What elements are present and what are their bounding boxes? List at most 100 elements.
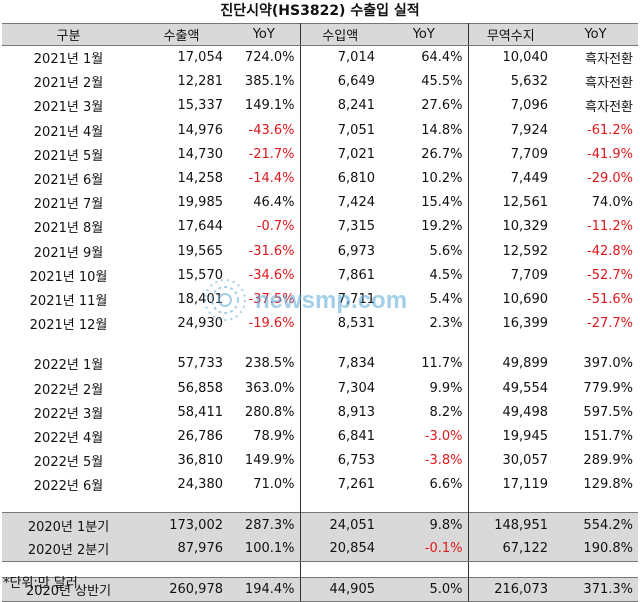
exports-cell: 173,002 xyxy=(135,512,228,538)
quarter-row: 2020년 1분기 173,002 287.3% 24,051 9.8% 148,951 5… xyxy=(2,512,638,538)
imports-yoy-cell: 4.5% xyxy=(380,263,469,288)
header-imports: 수입액 xyxy=(300,23,380,46)
balance-cell: 10,329 xyxy=(502,219,549,235)
balance-yoy-cell: -29.0% xyxy=(587,171,633,187)
balance-cell: 148,951 xyxy=(468,512,553,538)
table-title: 진단시약(HS3822) 수출입 실적 xyxy=(220,3,420,19)
period-cell: 2021년 1월 xyxy=(33,52,104,68)
exports-cell: 58,411 xyxy=(177,404,224,420)
header-row: 구분 수출액 YoY 수입액 YoY 무역수지 YoY xyxy=(2,23,638,46)
balance-yoy-cell: -52.7% xyxy=(587,267,633,283)
imports-cell: 7,304 xyxy=(337,380,375,396)
table-row: 2021년 6월 14,258 -14.4% 6,810 10.2% 7,449 -29.0… xyxy=(2,166,638,191)
table-row: 2021년 11월 18,401 -37.5% 7,711 5.4% 10,690 -51.… xyxy=(2,287,638,312)
exports-yoy-cell: -21.7% xyxy=(228,142,301,167)
imports-cell: 8,531 xyxy=(337,316,375,332)
exports-cell: 26,786 xyxy=(177,428,224,444)
balance-cell: 7,924 xyxy=(510,122,548,138)
exports-yoy-cell: 71.0% xyxy=(228,472,301,497)
imports-cell: 24,051 xyxy=(300,512,380,538)
balance-yoy-cell: 흑자전환 xyxy=(585,100,633,116)
exports-cell: 15,337 xyxy=(177,98,224,114)
balance-yoy-cell: -51.6% xyxy=(587,291,633,307)
period-cell: 2021년 9월 xyxy=(33,245,104,261)
balance-yoy-cell: -27.7% xyxy=(587,316,633,332)
balance-cell: 7,709 xyxy=(510,146,548,162)
imports-yoy-cell: -3.0% xyxy=(380,424,469,449)
exports-cell: 57,733 xyxy=(177,356,224,372)
exports-cell: 17,054 xyxy=(177,50,224,66)
imports-yoy-cell: 11.7% xyxy=(380,351,469,376)
exports-cell: 87,976 xyxy=(135,537,228,562)
imports-cell: 7,315 xyxy=(337,219,375,235)
balance-cell: 216,073 xyxy=(468,576,553,602)
balance-cell: 7,709 xyxy=(510,267,548,283)
balance-yoy-cell: 흑자전환 xyxy=(585,76,633,92)
imports-cell: 6,810 xyxy=(337,171,375,187)
imports-yoy-cell: 26.7% xyxy=(380,142,469,167)
exports-cell: 14,730 xyxy=(177,146,224,162)
header-balance: 무역수지 xyxy=(468,23,553,46)
table-row: 2022년 5월 36,810 149.9% 6,753 -3.8% 30,057 289.… xyxy=(2,448,638,473)
imports-yoy-cell: 19.2% xyxy=(380,214,469,239)
balance-cell: 7,449 xyxy=(510,171,548,187)
table-row: 2021년 12월 24,930 -19.6% 8,531 2.3% 16,399 -27.… xyxy=(2,311,638,336)
balance-yoy-cell: 289.9% xyxy=(583,453,633,469)
imports-cell: 7,711 xyxy=(337,291,375,307)
exports-yoy-cell: 78.9% xyxy=(228,424,301,449)
table-row: 2022년 2월 56,858 363.0% 7,304 9.9% 49,554 779.9… xyxy=(2,375,638,401)
period-cell: 2021년 8월 xyxy=(33,221,104,237)
exports-yoy-cell: -31.6% xyxy=(228,239,301,264)
table-row: 2021년 5월 14,730 -21.7% 7,021 26.7% 7,709 -41.9… xyxy=(2,142,638,167)
imports-cell: 8,241 xyxy=(337,98,375,114)
imports-cell: 6,841 xyxy=(337,428,375,444)
balance-yoy-cell: 371.3% xyxy=(553,576,638,602)
exports-yoy-cell: 385.1% xyxy=(228,69,301,94)
table-row: 2021년 4월 14,976 -43.6% 7,051 14.8% 7,924 -61.2… xyxy=(2,118,638,143)
period-cell: 2022년 5월 xyxy=(33,455,104,471)
table-row: 2022년 3월 58,411 280.8% 8,913 8.2% 49,498 597.5… xyxy=(2,400,638,425)
exports-cell: 56,858 xyxy=(177,380,224,396)
balance-cell: 5,632 xyxy=(510,74,548,90)
balance-cell: 12,592 xyxy=(502,243,549,259)
imports-yoy-cell: 10.2% xyxy=(380,166,469,191)
exports-yoy-cell: -34.6% xyxy=(228,263,301,288)
imports-cell: 7,051 xyxy=(337,122,375,138)
period-cell: 2021년 5월 xyxy=(33,148,104,164)
imports-yoy-cell: 64.4% xyxy=(380,45,469,70)
spacer-row xyxy=(2,496,638,513)
period-cell: 2022년 4월 xyxy=(33,430,104,446)
period-cell: 2022년 1월 xyxy=(33,358,104,374)
balance-cell: 67,122 xyxy=(468,537,553,562)
period-cell: 2021년 10월 xyxy=(29,269,108,285)
imports-yoy-cell: 5.6% xyxy=(380,239,469,264)
balance-yoy-cell: 151.7% xyxy=(583,428,633,444)
period-cell: 2021년 7월 xyxy=(33,197,104,213)
table-row: 2021년 10월 15,570 -34.6% 7,861 4.5% 7,709 -52.7… xyxy=(2,263,638,288)
exports-cell: 18,401 xyxy=(177,291,224,307)
imports-yoy-cell: 9.8% xyxy=(380,512,469,538)
exports-yoy-cell: 238.5% xyxy=(228,351,301,376)
imports-yoy-cell: -3.8% xyxy=(380,448,469,473)
period-cell: 2021년 3월 xyxy=(33,100,104,116)
imports-cell: 7,021 xyxy=(337,146,375,162)
balance-yoy-cell: -11.2% xyxy=(587,219,633,235)
table-row: 2021년 1월 17,054 724.0% 7,014 64.4% 10,040 흑자전환 xyxy=(2,45,638,70)
imports-yoy-cell: 9.9% xyxy=(380,375,469,401)
exports-cell: 24,380 xyxy=(177,477,224,493)
balance-cell: 10,690 xyxy=(502,291,549,307)
table-row: 2021년 2월 12,281 385.1% 6,649 45.5% 5,632 흑자전환 xyxy=(2,69,638,94)
exports-cell: 19,985 xyxy=(177,195,224,211)
balance-cell: 19,945 xyxy=(502,428,549,444)
balance-yoy-cell: 597.5% xyxy=(583,404,633,420)
header-period: 구분 xyxy=(2,23,135,46)
spacer-row xyxy=(2,561,638,578)
imports-yoy-cell: 14.8% xyxy=(380,118,469,143)
exports-cell: 36,810 xyxy=(177,453,224,469)
exports-cell: 260,978 xyxy=(135,576,228,602)
exports-cell: 24,930 xyxy=(177,316,224,332)
table-row: 2021년 3월 15,337 149.1% 8,241 27.6% 7,096 흑자전환 xyxy=(2,93,638,119)
exports-cell: 14,976 xyxy=(177,122,224,138)
imports-yoy-cell: -0.1% xyxy=(380,537,469,562)
balance-yoy-cell: -41.9% xyxy=(587,146,633,162)
